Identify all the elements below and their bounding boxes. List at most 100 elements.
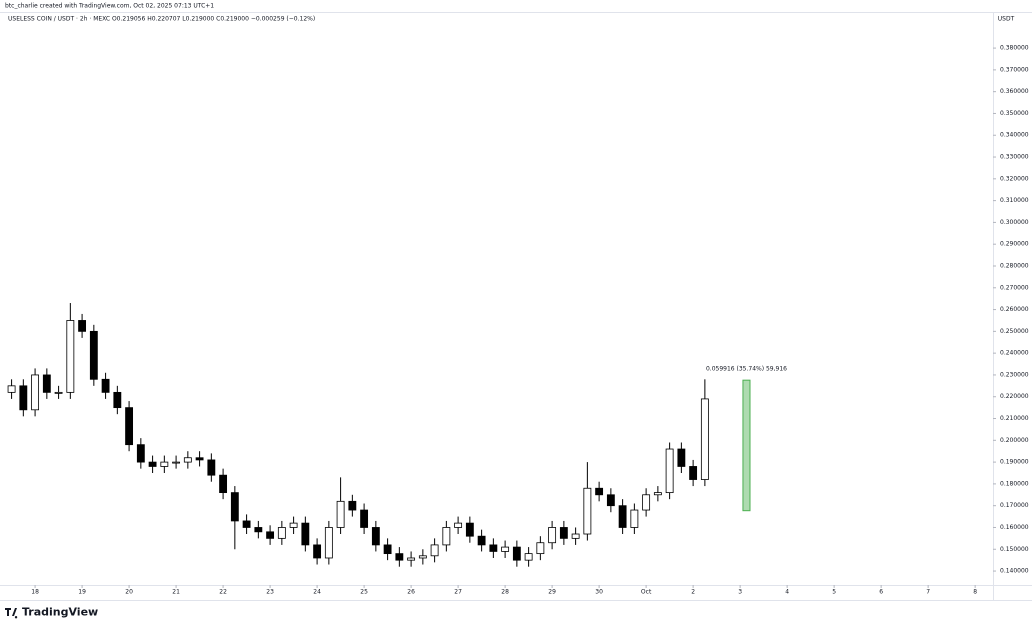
y-tick-label: 0.280000 [1000, 262, 1029, 269]
candle-body [383, 544, 392, 555]
candle-body [407, 557, 416, 561]
candle-body [689, 466, 698, 480]
candle-body [371, 527, 380, 546]
y-tick-label: 0.250000 [1000, 328, 1029, 335]
candle-body [301, 522, 310, 546]
y-tick-label: 0.370000 [1000, 66, 1029, 73]
candle-body [489, 544, 498, 552]
y-tick-label: 0.290000 [1000, 241, 1029, 248]
y-tick-label: 0.180000 [1000, 480, 1029, 487]
x-tick-label: 6 [879, 589, 883, 596]
y-tick-label: 0.340000 [1000, 132, 1029, 139]
candle-body [606, 494, 615, 507]
candle-body [665, 448, 674, 494]
x-tick-label: 20 [125, 589, 133, 596]
candle-body [442, 527, 451, 546]
y-tick-label: 0.360000 [1000, 88, 1029, 95]
candle-body [230, 492, 239, 522]
candle-body [183, 457, 192, 463]
brand: TradingView [22, 606, 98, 619]
x-tick-label: 24 [313, 589, 321, 596]
candle-body [418, 555, 427, 559]
x-tick-label: 3 [738, 589, 742, 596]
y-tick-label: 0.350000 [1000, 110, 1029, 117]
candle-body [653, 492, 662, 496]
candle-body [524, 553, 533, 561]
candle-body [313, 544, 322, 559]
x-tick-label: 26 [407, 589, 415, 596]
candle-body [125, 407, 134, 446]
candle-body [360, 509, 369, 528]
logo: TradingView [5, 606, 98, 619]
candle-body [219, 474, 228, 494]
candle-body [618, 505, 627, 528]
y-tick-label: 0.160000 [1000, 524, 1029, 531]
candle-body [677, 448, 686, 467]
y-tick-label: 0.240000 [1000, 350, 1029, 357]
x-tick-label: 22 [219, 589, 227, 596]
candle-body [289, 522, 298, 528]
chart-title: USELESS COIN / USDT · 2h · MEXC O0.21905… [8, 16, 315, 23]
x-tick-label: 29 [548, 589, 556, 596]
x-tick-label: 2 [691, 589, 695, 596]
candle-body [571, 533, 580, 539]
candle-body [19, 385, 28, 411]
x-tick-label: 21 [172, 589, 180, 596]
x-tick-label: 8 [973, 589, 977, 596]
candle-body [536, 542, 545, 555]
candle-body [42, 374, 51, 393]
x-tick-label: 19 [78, 589, 86, 596]
candle-body [324, 527, 333, 559]
y-tick-label: 0.210000 [1000, 415, 1029, 422]
candle-body [700, 398, 709, 480]
candle-body [89, 330, 98, 380]
y-tick-label: 0.150000 [1000, 546, 1029, 553]
candle-body [583, 487, 592, 535]
candle-body [101, 378, 110, 393]
candle-body [254, 527, 263, 533]
candle-body [595, 487, 604, 496]
candle-body [348, 500, 357, 511]
y-tick-label: 0.300000 [1000, 219, 1029, 226]
candle-body [336, 500, 345, 528]
measure-box [742, 379, 751, 512]
candle-body [195, 457, 204, 461]
y-tick-label: 0.270000 [1000, 284, 1029, 291]
candle-body [465, 522, 474, 537]
candle-body [172, 461, 181, 464]
candle-body [266, 531, 275, 539]
x-tick-label: 28 [501, 589, 509, 596]
x-tick-label: 30 [595, 589, 603, 596]
logo-icon [5, 608, 18, 619]
y-tick-label: 0.380000 [1000, 45, 1029, 52]
candle-body [548, 527, 557, 544]
candle-body [148, 461, 157, 467]
y-tick-label: 0.170000 [1000, 502, 1029, 509]
y-tick-label: 0.200000 [1000, 437, 1029, 444]
candle-body [430, 544, 439, 557]
y-tick-label: 0.230000 [1000, 371, 1029, 378]
x-tick-label: 25 [360, 589, 368, 596]
candle-body [66, 320, 75, 393]
y-tick-label: 0.220000 [1000, 393, 1029, 400]
candle-body [512, 546, 521, 561]
credit: btc_charlie created with TradingView.com… [5, 3, 214, 10]
y-tick-label: 0.330000 [1000, 154, 1029, 161]
y-tick-label: 0.260000 [1000, 306, 1029, 313]
candle-body [395, 553, 404, 561]
candle-body [642, 494, 651, 511]
candle-body [7, 385, 16, 393]
measure-label: 0.059916 (35.74%) 59,916 [706, 366, 787, 373]
candle-body [78, 320, 87, 332]
candle-body [242, 520, 251, 528]
x-tick-label: 18 [31, 589, 39, 596]
x-tick-label: Oct [641, 589, 652, 596]
candle-body [207, 459, 216, 476]
candle-body [54, 391, 63, 394]
x-tick-label: 23 [266, 589, 274, 596]
candle-body [501, 546, 510, 552]
candle-body [136, 444, 145, 463]
candle-body [630, 509, 639, 528]
